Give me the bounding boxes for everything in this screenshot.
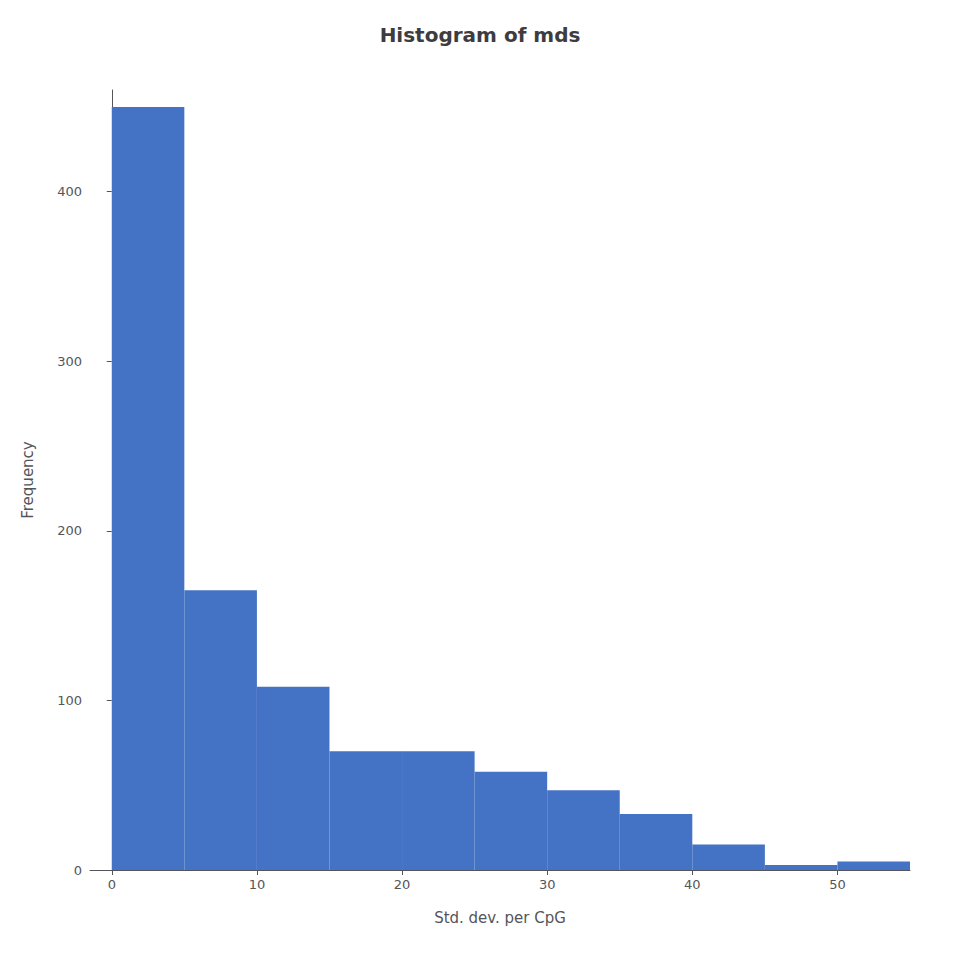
svg-text:400: 400: [57, 184, 82, 199]
svg-text:0: 0: [74, 863, 82, 878]
svg-text:300: 300: [57, 354, 82, 369]
svg-text:200: 200: [57, 523, 82, 538]
svg-text:Histogram of mds: Histogram of mds: [380, 23, 581, 47]
svg-text:40: 40: [684, 877, 701, 892]
svg-text:50: 50: [829, 877, 846, 892]
svg-text:30: 30: [539, 877, 556, 892]
svg-text:0: 0: [108, 877, 116, 892]
svg-text:Frequency: Frequency: [19, 441, 37, 519]
svg-text:20: 20: [394, 877, 411, 892]
svg-text:100: 100: [57, 693, 82, 708]
svg-text:Std. dev. per CpG: Std. dev. per CpG: [434, 909, 566, 927]
svg-text:10: 10: [249, 877, 266, 892]
